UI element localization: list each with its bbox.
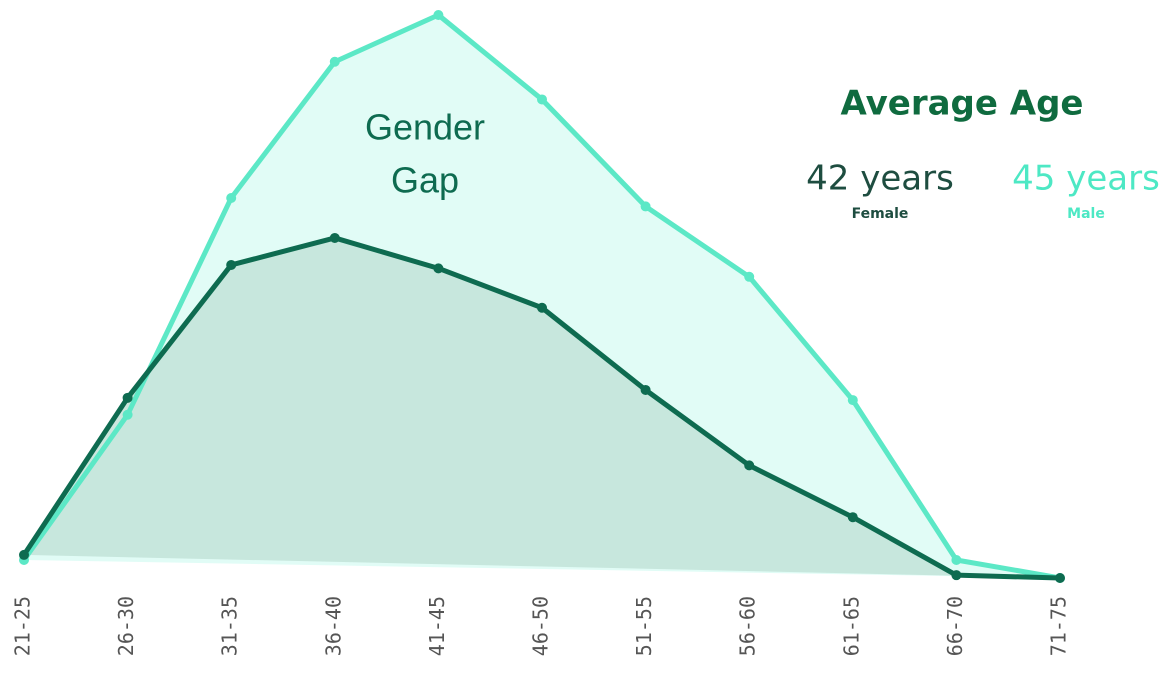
x-tick-label: 26-30 — [114, 596, 138, 656]
x-tick-label: 71-75 — [1047, 596, 1071, 656]
x-tick-label: 56-60 — [736, 596, 760, 656]
x-tick-label: 41-45 — [425, 596, 449, 656]
female-average: 42 years — [806, 159, 954, 199]
data-point — [951, 570, 962, 581]
data-point — [847, 395, 858, 406]
average-age-title: Average Age — [841, 84, 1084, 124]
annotation: Gender — [365, 107, 485, 148]
data-point — [329, 56, 340, 67]
data-point — [433, 263, 444, 274]
data-point — [847, 512, 858, 523]
annotation: Gap — [391, 160, 459, 201]
x-tick-label: 66-70 — [943, 596, 967, 656]
data-point — [433, 10, 444, 20]
data-point — [640, 201, 651, 212]
female-label: Female — [852, 206, 909, 222]
data-point — [122, 392, 133, 403]
data-point — [744, 460, 755, 471]
x-tick-label: 61-65 — [839, 596, 863, 656]
data-point — [122, 409, 133, 420]
x-tick-label: 51-55 — [632, 596, 656, 656]
data-point — [744, 271, 755, 282]
x-tick-label: 21-25 — [11, 596, 35, 656]
data-point — [19, 549, 29, 560]
data-point — [226, 259, 237, 270]
data-point — [640, 384, 651, 395]
data-point — [1055, 573, 1065, 583]
plot-area — [19, 10, 1065, 583]
male-average: 45 years — [1012, 159, 1160, 199]
data-point — [329, 232, 340, 243]
data-point — [226, 192, 237, 203]
x-tick-label: 36-40 — [321, 596, 345, 656]
x-tick-label: 31-35 — [218, 596, 242, 656]
data-point — [537, 302, 547, 313]
x-tick-label: 46-50 — [529, 596, 553, 656]
data-point — [537, 94, 547, 105]
male-label: Male — [1067, 206, 1105, 222]
data-point — [951, 554, 962, 565]
